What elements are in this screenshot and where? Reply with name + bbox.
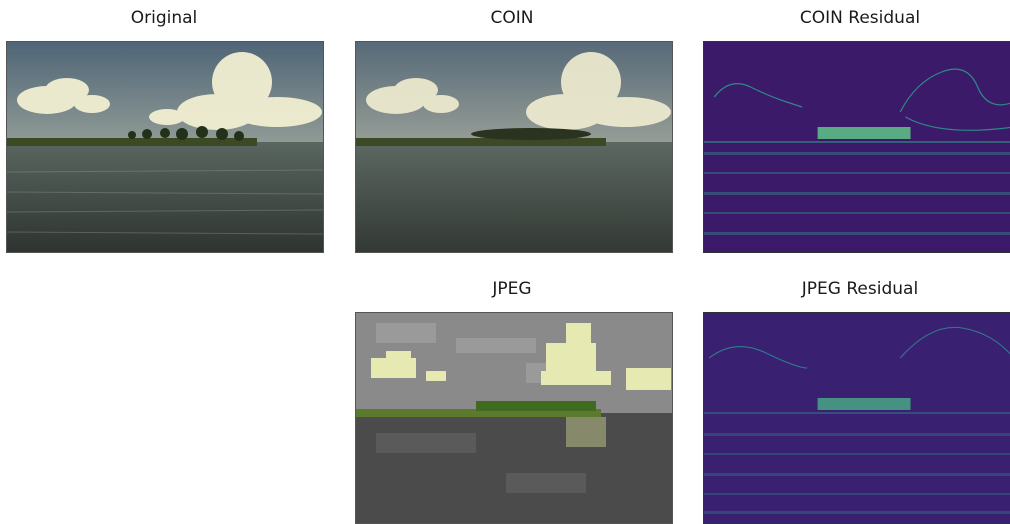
title-coin-residual: COIN Residual [799,8,921,28]
title-jpeg: JPEG [492,279,532,299]
title-jpeg-residual: JPEG Residual [801,279,919,299]
original-image [6,41,324,253]
coin-image [355,41,673,253]
title-coin: COIN [490,8,534,28]
title-original: Original [130,8,198,28]
coin-residual-image [703,41,1010,253]
jpeg-image [355,312,673,524]
jpeg-residual-image [703,312,1010,524]
